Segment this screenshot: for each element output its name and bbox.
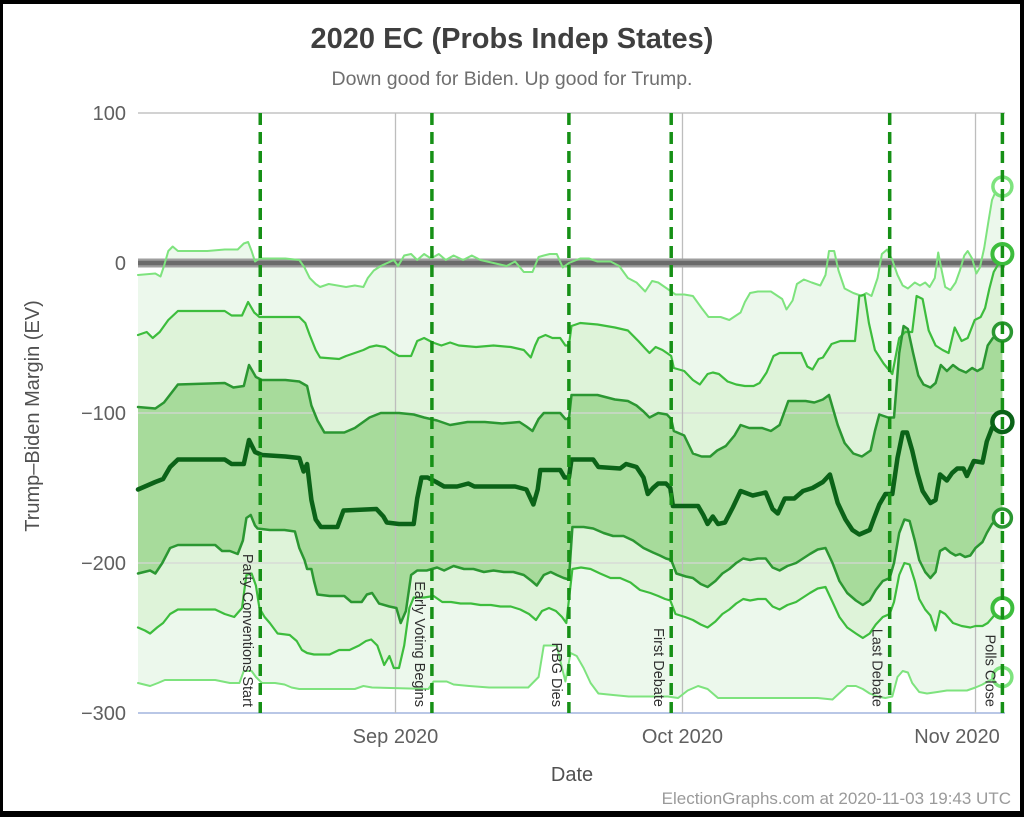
event-label: First Debate	[650, 628, 666, 707]
event-label: Early Voting Begins	[411, 581, 427, 707]
gridlines	[138, 112, 1005, 714]
chart-subtitle: Down good for Biden. Up good for Trump.	[332, 68, 693, 90]
x-axis-title: Date	[551, 764, 593, 786]
series-median	[135, 419, 1005, 537]
event-label: Polls Close	[981, 634, 997, 707]
chart-title: 2020 EC (Probs Indep States)	[311, 23, 714, 55]
y-tick-label: 0	[115, 253, 126, 275]
ec-probability-chart: 2020 EC (Probs Indep States) Down good f…	[22, 23, 1015, 808]
event-label: RBG Dies	[548, 643, 564, 707]
x-tick-label: Oct 2020	[642, 726, 723, 748]
series-band1_low	[136, 513, 1004, 625]
event-lines: Party Conventions Start Early Voting Begi…	[239, 113, 1005, 713]
event-label: Last Debate	[869, 629, 885, 707]
y-axis-title: Trump–Biden Margin (EV)	[22, 300, 44, 532]
x-tick-label: Nov 2020	[914, 726, 1000, 748]
y-tick-label: −300	[81, 703, 126, 725]
y-tick-label: −200	[81, 553, 126, 575]
series-lines	[135, 185, 1005, 701]
x-tick-labels: Sep 2020 Oct 2020 Nov 2020	[353, 726, 1000, 748]
y-tick-labels: 100 0 −100 −200 −300	[81, 103, 126, 725]
series-band1_high	[136, 324, 1004, 458]
y-tick-label: 100	[93, 103, 126, 125]
event-label: Party Conventions Start	[239, 554, 255, 707]
series-band3_high	[137, 185, 1004, 321]
series-band2_low	[136, 561, 1004, 670]
y-tick-label: −100	[81, 403, 126, 425]
x-tick-label: Sep 2020	[353, 726, 439, 748]
series-band3_low	[137, 644, 1004, 701]
credit-text: ElectionGraphs.com at 2020-11-03 19:43 U…	[662, 789, 1011, 808]
